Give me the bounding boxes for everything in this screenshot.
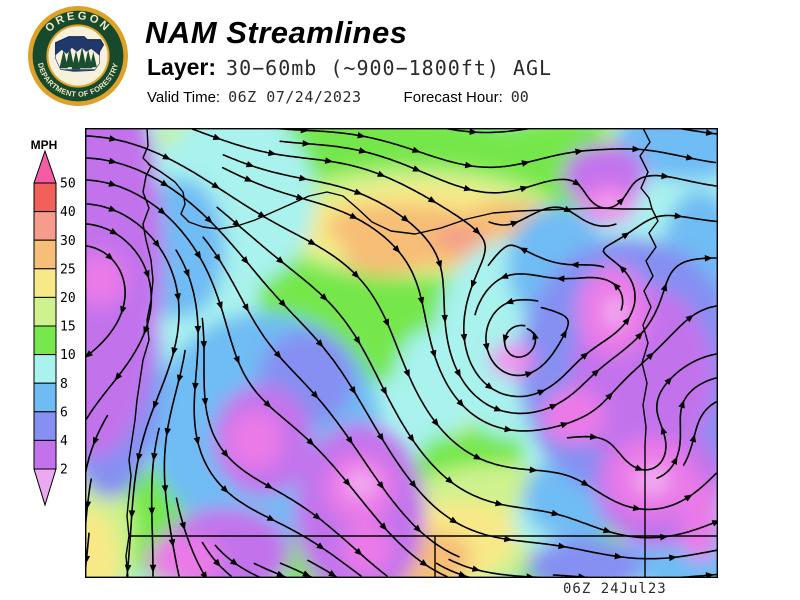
legend-segment (33, 239, 57, 270)
streamline (216, 206, 717, 539)
streamline (150, 427, 160, 577)
logo-forest-scene (55, 46, 103, 72)
legend-title: MPH (30, 138, 58, 152)
layer-value: 30−60mb (~900−1800ft) AGL (226, 56, 553, 80)
legend-tick-label: 4 (60, 434, 68, 449)
streamline-map (85, 128, 718, 578)
streamline (85, 223, 153, 420)
legend-tick-label: 30 (60, 234, 76, 249)
legend-tick-label: 10 (60, 348, 76, 363)
legend-arrow-above (33, 149, 57, 184)
streamline (86, 135, 718, 511)
legend-tick-label: 15 (60, 320, 76, 335)
streamline (175, 497, 206, 577)
border-snake-river-north (639, 128, 653, 210)
legend-tick-label: 40 (60, 205, 76, 220)
legend-segment (33, 182, 57, 213)
streamline (86, 203, 180, 577)
streamline (86, 179, 448, 578)
streamline (566, 353, 717, 471)
border-snake-river-south (641, 208, 659, 446)
odf-logo-seal-icon: OREGON DEPARTMENT OF FORESTRY (28, 6, 128, 106)
layer-row: Layer: 30−60mb (~900−1800ft) AGL (147, 54, 552, 81)
wind-speed-color-field (85, 128, 718, 578)
legend-segment (33, 268, 57, 298)
forecast-hour-value: 00 (510, 88, 529, 106)
legend-segment (33, 382, 57, 413)
map-frame (85, 128, 718, 578)
legend-segment (33, 411, 57, 441)
layer-label: Layer: (147, 54, 217, 80)
legend-segment (33, 354, 57, 384)
legend-arrow-below (33, 468, 57, 507)
streamline (86, 157, 718, 560)
streamline (279, 140, 717, 209)
legend-tick-label: 2 (60, 463, 68, 478)
streamline (485, 298, 569, 377)
valid-time-row: Valid Time: 06Z 07/24/2023 Forecast Hour: 0… (147, 88, 529, 106)
streamlines-layer (85, 128, 718, 578)
streamline (656, 377, 717, 479)
state-borders (125, 128, 718, 578)
legend-tick-label: 8 (60, 377, 68, 392)
streamline (201, 541, 232, 577)
streamline (503, 324, 537, 358)
valid-time-label: Valid Time: (147, 89, 221, 106)
streamline (221, 166, 717, 432)
legend-segment (33, 296, 57, 327)
legend-tick-label: 50 (60, 177, 76, 192)
forecast-hour-label: Forecast Hour: (403, 89, 503, 106)
legend-segment (33, 211, 57, 241)
streamline (487, 244, 605, 268)
legend-tick-label: 25 (60, 262, 76, 277)
streamline (201, 317, 388, 577)
streamline (277, 128, 717, 169)
streamline (448, 558, 542, 578)
streamline (446, 128, 529, 134)
streamline (163, 349, 186, 577)
streamline (488, 206, 617, 227)
valid-time-value: 06Z 07/24/2023 (228, 88, 362, 106)
border-columbia-wa-border (147, 163, 652, 235)
streamline (474, 273, 624, 316)
legend-segment (33, 439, 57, 470)
legend-segment (33, 325, 57, 356)
streamline (682, 401, 717, 466)
border-coastline (125, 128, 154, 578)
streamline (175, 249, 362, 577)
wind-speed-legend: 50 40 30 25 20 15 10 8 6 4 2 (33, 149, 76, 507)
legend-tick-label: 6 (60, 405, 68, 420)
map-timestamp: 06Z 24Jul23 (563, 581, 667, 597)
streamline (202, 236, 460, 558)
page-title: NAM Streamlines (145, 15, 408, 50)
legend-tick-label: 20 (60, 291, 76, 306)
